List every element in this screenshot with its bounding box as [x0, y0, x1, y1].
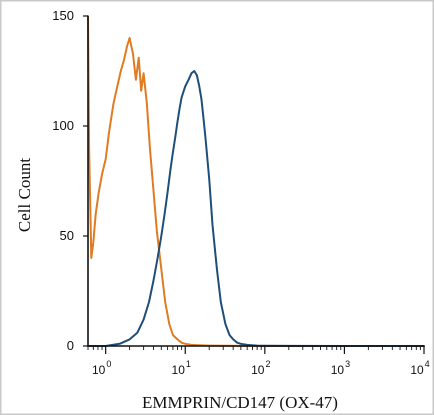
- y-tick-label: 150: [52, 8, 74, 23]
- x-tick-label-exponent: 1: [186, 359, 191, 369]
- y-tick-label: 50: [60, 228, 74, 243]
- x-tick-label: 100: [92, 359, 111, 377]
- series-layer: [87, 15, 425, 347]
- x-tick-label-base: 10: [251, 363, 265, 377]
- series-line-1: [87, 15, 425, 347]
- y-axis-label: Cell Count: [15, 158, 34, 232]
- x-tick-label: 101: [172, 359, 191, 377]
- axes-frame: [87, 16, 424, 347]
- x-tick-label-base: 10: [410, 363, 424, 377]
- x-tick-label-exponent: 0: [106, 359, 111, 369]
- x-tick-label-exponent: 2: [265, 359, 270, 369]
- y-axis-ticks: 0 50 100 150: [52, 8, 88, 353]
- x-axis-ticks: 100 101 102 103 104: [87, 346, 430, 377]
- x-tick-label-base: 10: [92, 363, 106, 377]
- y-tick-label: 100: [52, 118, 74, 133]
- x-axis-label: EMMPRIN/CD147 (OX-47): [142, 393, 338, 412]
- series-line-2: [87, 70, 425, 347]
- x-tick-label: 103: [331, 359, 350, 377]
- x-tick-label-base: 10: [331, 363, 345, 377]
- x-tick-label: 102: [251, 359, 270, 377]
- x-tick-label-exponent: 3: [345, 359, 350, 369]
- x-tick-label-base: 10: [172, 363, 186, 377]
- x-tick-label: 104: [410, 359, 429, 377]
- y-tick-label: 0: [67, 338, 74, 353]
- x-tick-label-exponent: 4: [425, 359, 430, 369]
